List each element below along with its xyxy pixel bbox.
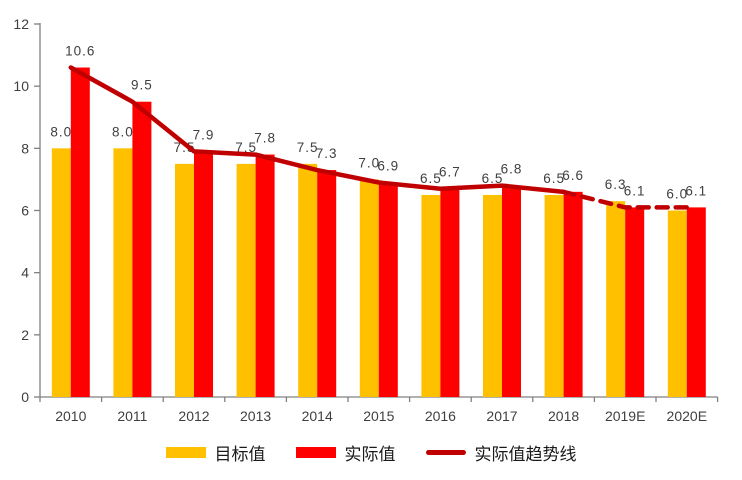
x-axis-label-2012: 2012	[178, 408, 209, 424]
y-axis-tick-label: 6	[21, 203, 29, 219]
bar-target-2015	[359, 179, 379, 397]
bar-target-2014	[298, 163, 318, 397]
bar-target-2020E	[667, 210, 687, 397]
data-label-actual-2015: 6.9	[377, 159, 399, 174]
bar-actual-2016	[440, 188, 460, 397]
x-axis-label-2018: 2018	[548, 408, 579, 424]
x-axis-label-2013: 2013	[240, 408, 271, 424]
x-axis-label-2014: 2014	[302, 408, 333, 424]
legend-item-actual-trendline: 实际值趋势线	[425, 440, 577, 465]
x-axis-label-2015: 2015	[363, 408, 394, 424]
legend-item-actual-value: 实际值	[295, 440, 396, 465]
legend-swatch-actual-value	[295, 447, 336, 458]
bar-target-2017	[483, 194, 502, 397]
bar-actual-2013	[255, 154, 275, 397]
bar-actual-2019E	[625, 207, 645, 397]
data-label-target-2015: 7.0	[358, 155, 380, 170]
legend-swatch-target-value	[165, 447, 206, 458]
data-label-target-2017: 6.5	[482, 171, 504, 186]
legend: 目标值 实际值 实际值趋势线	[0, 440, 742, 465]
data-label-target-2016: 6.5	[420, 171, 442, 186]
trendline-dashed-forecast	[561, 189, 690, 210]
data-label-target-2010: 8.0	[50, 124, 72, 139]
bar-target-2010	[51, 148, 71, 397]
data-label-actual-2018: 6.6	[562, 168, 584, 183]
bar-actual-2010	[70, 67, 90, 398]
data-label-actual-2010: 10.6	[65, 44, 95, 59]
bar-target-2016	[421, 194, 441, 397]
y-axis-tick-label: 10	[13, 78, 29, 94]
data-label-target-2014: 7.5	[297, 140, 319, 155]
bar-target-2011	[113, 148, 133, 397]
data-label-actual-2012: 7.9	[193, 127, 215, 142]
legend-label-actual-value: 实际值	[344, 445, 396, 464]
data-label-target-2020E: 6.0	[666, 187, 688, 202]
data-label-actual-2016: 6.7	[439, 165, 461, 180]
bar-actual-2018	[563, 191, 583, 397]
y-axis-tick-label: 8	[21, 140, 29, 156]
data-label-actual-2013: 7.8	[254, 131, 276, 146]
bar-actual-2014	[317, 170, 337, 397]
data-label-actual-2014: 7.3	[316, 146, 338, 161]
bar-actual-2017	[502, 185, 521, 397]
data-label-target-2012: 7.5	[174, 140, 196, 155]
x-axis-label-2016: 2016	[425, 408, 456, 424]
data-label-actual-2017: 6.8	[501, 162, 523, 177]
bar-target-2012	[175, 163, 194, 397]
data-label-target-2019E: 6.3	[605, 177, 627, 192]
data-label-actual-2019E: 6.1	[624, 183, 646, 198]
bar-target-2019E	[606, 201, 626, 397]
legend-swatch-actual-trendline	[425, 450, 466, 455]
x-axis-label-2020E: 2020E	[667, 408, 707, 424]
trendline-solid	[68, 65, 566, 195]
y-axis-tick-label: 12	[13, 16, 29, 32]
data-label-target-2011: 8.0	[112, 124, 134, 139]
x-axis-label-2011: 2011	[117, 408, 147, 424]
legend-label-actual-trendline: 实际值趋势线	[474, 445, 577, 464]
data-label-target-2013: 7.5	[235, 140, 257, 155]
data-label-actual-2011: 9.5	[131, 78, 153, 93]
legend-label-target-value: 目标值	[214, 445, 266, 464]
bar-actual-2011	[132, 101, 152, 397]
x-axis-label-2017: 2017	[486, 408, 517, 424]
y-axis-tick-label: 2	[21, 327, 29, 343]
x-axis-label-2010: 2010	[55, 408, 86, 424]
y-axis-tick-label: 0	[21, 389, 29, 405]
y-axis-tick-label: 4	[21, 265, 29, 281]
data-label-target-2018: 6.5	[543, 171, 565, 186]
bar-target-2018	[544, 194, 564, 397]
bar-actual-2020E	[686, 207, 706, 397]
bar-target-2013	[236, 163, 256, 397]
x-axis-label-2019E: 2019E	[605, 408, 645, 424]
bar-actual-2012	[194, 151, 213, 397]
legend-item-target-value: 目标值	[165, 440, 266, 465]
data-label-actual-2020E: 6.1	[685, 183, 707, 198]
bar-actual-2015	[378, 182, 398, 397]
